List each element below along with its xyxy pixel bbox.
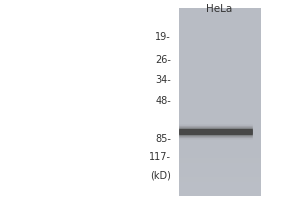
Bar: [178, 154, 261, 158]
Bar: [178, 172, 261, 177]
Bar: [178, 168, 261, 172]
Bar: [178, 83, 261, 88]
Bar: [178, 121, 261, 126]
Bar: [178, 50, 261, 55]
Text: HeLa: HeLa: [206, 4, 232, 14]
Bar: [178, 69, 261, 74]
Bar: [178, 149, 261, 154]
Bar: [178, 13, 261, 17]
Bar: [178, 126, 261, 130]
Text: 48-: 48-: [155, 96, 171, 106]
Text: 19-: 19-: [155, 32, 171, 42]
Bar: [178, 177, 261, 182]
Text: 26-: 26-: [155, 55, 171, 65]
Bar: [178, 22, 261, 27]
FancyBboxPatch shape: [179, 126, 253, 138]
Text: 34-: 34-: [155, 75, 171, 85]
Bar: [178, 187, 261, 191]
Bar: [178, 135, 261, 140]
Bar: [178, 191, 261, 196]
Bar: [178, 140, 261, 144]
Bar: [178, 8, 261, 196]
Bar: [178, 88, 261, 93]
Bar: [178, 116, 261, 121]
Bar: [178, 17, 261, 22]
Text: 85-: 85-: [155, 134, 171, 144]
Bar: [178, 163, 261, 168]
Bar: [178, 102, 261, 107]
Bar: [178, 41, 261, 46]
Bar: [178, 60, 261, 64]
Bar: [178, 36, 261, 41]
Bar: [178, 93, 261, 97]
Bar: [178, 79, 261, 83]
Bar: [178, 8, 261, 13]
FancyBboxPatch shape: [179, 129, 253, 135]
Bar: [178, 97, 261, 102]
FancyBboxPatch shape: [179, 125, 253, 139]
Text: (kD): (kD): [150, 171, 171, 181]
FancyBboxPatch shape: [179, 128, 253, 136]
Bar: [178, 55, 261, 60]
Bar: [178, 111, 261, 116]
Bar: [178, 182, 261, 187]
Bar: [178, 144, 261, 149]
Bar: [178, 130, 261, 135]
Bar: [178, 74, 261, 79]
Bar: [178, 64, 261, 69]
Text: 117-: 117-: [149, 152, 171, 162]
Bar: [178, 158, 261, 163]
Bar: [178, 46, 261, 50]
Bar: [178, 27, 261, 31]
Bar: [178, 107, 261, 111]
Bar: [178, 32, 261, 36]
